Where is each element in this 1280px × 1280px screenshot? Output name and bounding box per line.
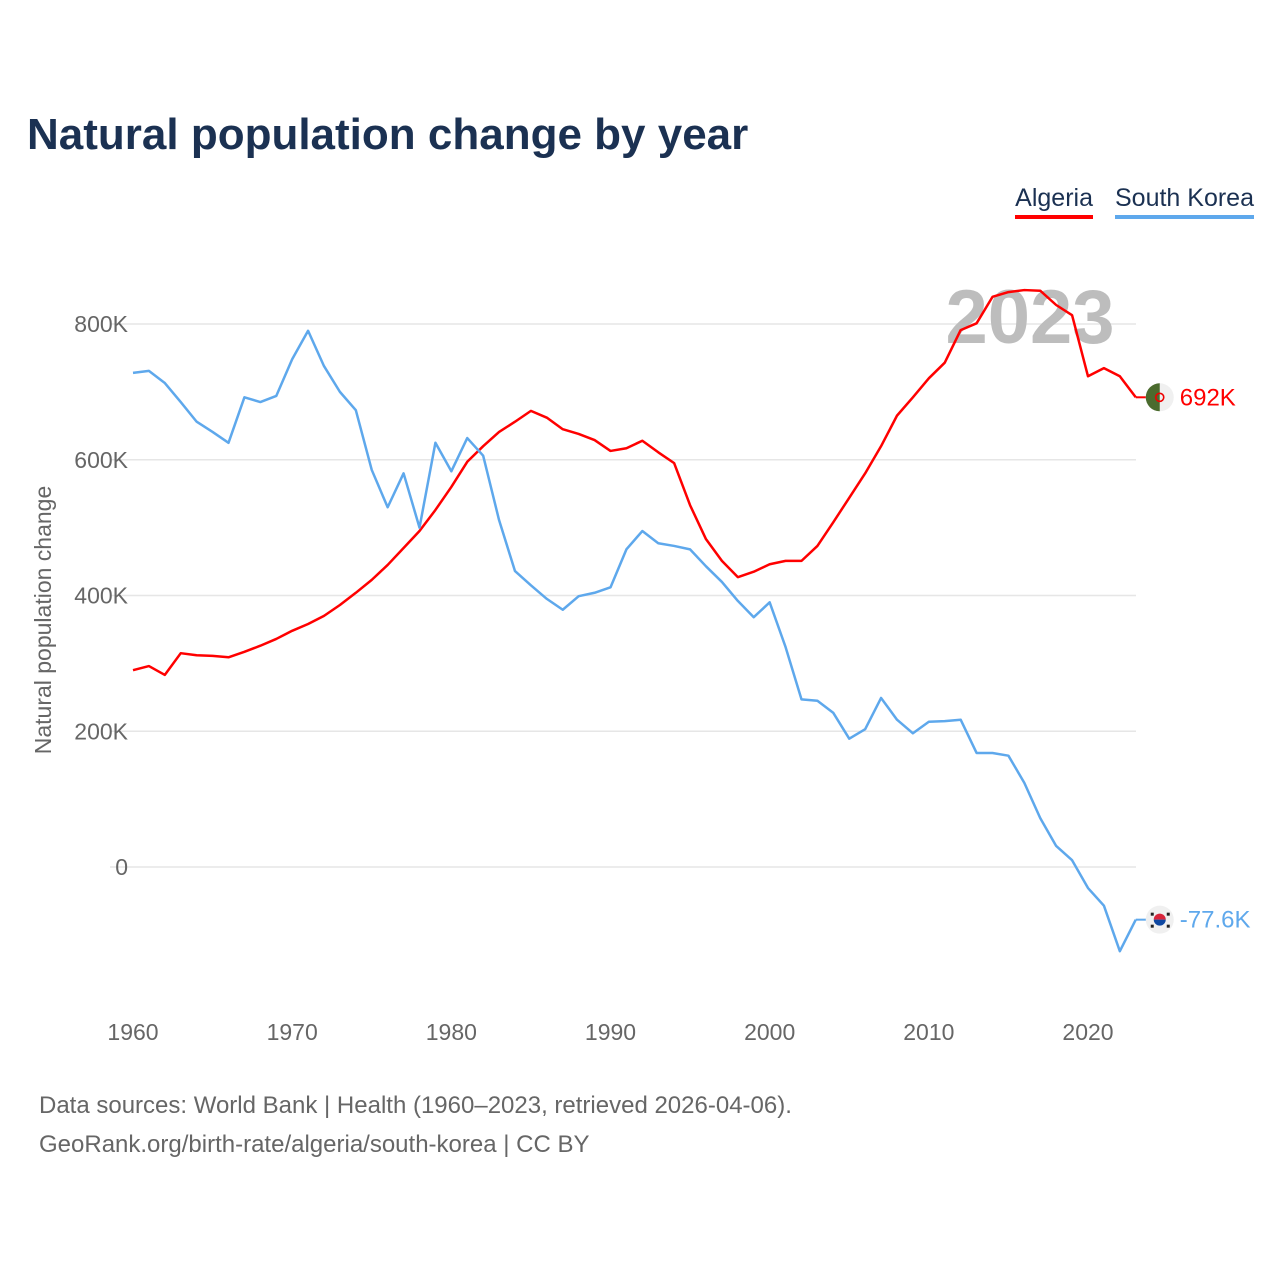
end-value-label: -77.6K [1180,907,1251,934]
legend-item-algeria[interactable]: Algeria [1015,184,1093,219]
x-tick-label: 1980 [426,1019,477,1045]
legend: Algeria South Korea [1015,184,1254,219]
year-watermark: 2023 [945,275,1114,360]
y-tick-label: 800K [74,311,128,337]
y-tick-label: 0 [115,854,128,880]
chart-title: Natural population change by year [27,110,749,159]
south-korea-flag-icon [1145,905,1174,934]
x-tick-label: 2020 [1062,1019,1113,1045]
series-line-algeria [132,288,1137,677]
x-tick-label: 2010 [903,1019,954,1045]
y-tick-label: 600K [74,447,128,473]
x-tick-label: 1960 [107,1019,158,1045]
legend-item-south-korea[interactable]: South Korea [1115,184,1254,219]
y-axis-label: Natural population change [30,486,56,755]
x-tick-label: 1990 [585,1019,636,1045]
footer: Data sources: World Bank | Health (1960–… [39,1086,792,1164]
y-tick-label: 400K [74,583,128,609]
x-tick-label: 1970 [267,1019,318,1045]
line-chart: 0 200K 400K 600K 800K 1960 1970 1980 1990 2000 201… [30,275,1251,1045]
end-value-label: 692K [1180,384,1236,411]
footer-link[interactable]: GeoRank.org/birth-rate/algeria/south-kor… [39,1131,590,1158]
series-line-south-korea [132,329,1137,953]
y-tick-label: 200K [74,718,128,744]
x-tick-label: 2000 [744,1019,795,1045]
algeria-flag-icon [1145,383,1174,412]
footer-sources: Data sources: World Bank | Health (1960–… [39,1092,792,1119]
